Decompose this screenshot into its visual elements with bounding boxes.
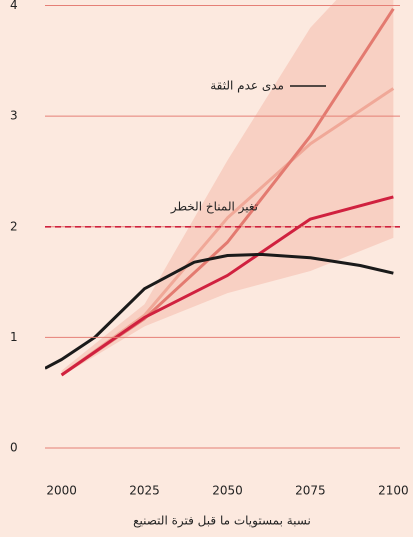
y-tick-label: 4 (10, 0, 18, 12)
y-tick-label: 3 (10, 109, 18, 123)
y-tick-label: 0 (10, 441, 18, 455)
x-tick-label: 2050 (212, 484, 243, 498)
legend-label: مدى عدم الثقة (210, 79, 284, 93)
plot-area (45, 0, 395, 377)
uncertainty-band (61, 0, 394, 377)
x-tick-label: 2000 (46, 484, 77, 498)
x-axis-title: نسبة بمستويات ما قبل فترة التصنيع (133, 514, 311, 529)
threshold-label: تغير المناخ الخطر (170, 199, 258, 214)
y-tick-label: 1 (10, 330, 18, 344)
x-tick-label: 2025 (129, 484, 160, 498)
series-line (45, 252, 394, 370)
series-line (60, 195, 394, 377)
x-tick-label: 2100 (378, 484, 409, 498)
x-tick-label: 2075 (295, 484, 326, 498)
y-tick-label: 2 (10, 219, 18, 233)
